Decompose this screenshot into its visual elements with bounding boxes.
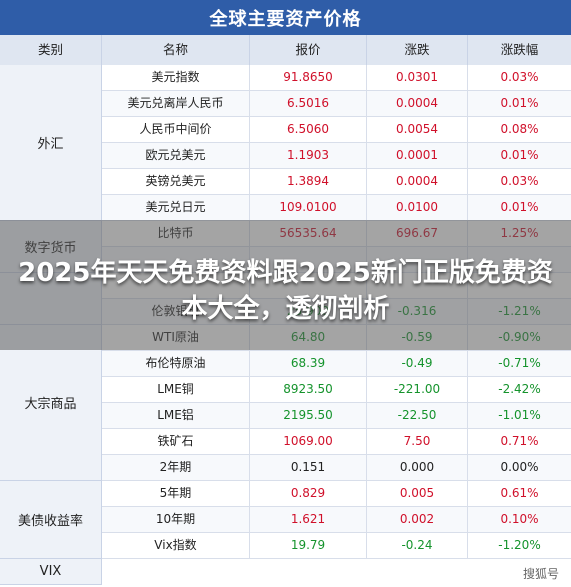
asset-change: -22.50 bbox=[367, 403, 468, 428]
asset-change-pct: -0.71% bbox=[498, 356, 541, 370]
asset-price: 0.151 bbox=[250, 455, 367, 480]
asset-change-pct: 0.03% bbox=[500, 174, 539, 188]
asset-change-pct: 0.10% bbox=[500, 512, 539, 526]
asset-change: 0.0001 bbox=[367, 143, 468, 168]
asset-name: 人民币中间价 bbox=[102, 117, 250, 142]
asset-price: 1.3894 bbox=[250, 169, 367, 194]
asset-price: 0.829 bbox=[250, 481, 367, 506]
table-row: 人民币中间价 6.5060 0.0054 0.08% bbox=[102, 117, 571, 143]
table-header: 类别 名称 报价 涨跌 涨跌幅 bbox=[0, 35, 571, 65]
asset-price: 8923.50 bbox=[250, 377, 367, 402]
asset-name: 2年期 bbox=[102, 455, 250, 480]
asset-change: 0.0004 bbox=[367, 91, 468, 116]
asset-change: 0.000 bbox=[367, 455, 468, 480]
category-cell: 外汇 bbox=[0, 65, 102, 221]
watermark: 搜狐号 bbox=[518, 564, 563, 583]
table-row: 欧元兑美元 1.1903 0.0001 0.01% bbox=[102, 143, 571, 169]
table-row: 布伦特原油 68.39 -0.49 -0.71% bbox=[102, 351, 571, 377]
table-row: 5年期 0.829 0.005 0.61% bbox=[102, 481, 571, 507]
asset-change: -0.24 bbox=[367, 533, 468, 558]
header-pct: 涨跌幅 bbox=[500, 42, 539, 57]
asset-change-pct: 0.61% bbox=[500, 486, 539, 500]
table-row: 10年期 1.621 0.002 0.10% bbox=[102, 507, 571, 533]
asset-name: 铁矿石 bbox=[102, 429, 250, 454]
asset-name: 布伦特原油 bbox=[102, 351, 250, 376]
asset-change: 0.0100 bbox=[367, 195, 468, 220]
asset-name: LME铝 bbox=[102, 403, 250, 428]
asset-change: 0.0054 bbox=[367, 117, 468, 142]
table-row: 美元兑离岸人民币 6.5016 0.0004 0.01% bbox=[102, 91, 571, 117]
asset-price: 1069.00 bbox=[250, 429, 367, 454]
asset-price: 19.79 bbox=[250, 533, 367, 558]
asset-price: 1.1903 bbox=[250, 143, 367, 168]
header-change: 涨跌 bbox=[367, 35, 468, 65]
asset-name: 美元兑离岸人民币 bbox=[102, 91, 250, 116]
asset-change: -0.49 bbox=[367, 351, 468, 376]
asset-change-pct: 0.01% bbox=[500, 148, 539, 162]
asset-price: 2195.50 bbox=[250, 403, 367, 428]
asset-name: 美元兑日元 bbox=[102, 195, 250, 220]
table-row: LME铜 8923.50 -221.00 -2.42% bbox=[102, 377, 571, 403]
table-row: Vix指数 19.79 -0.24 -1.20% bbox=[102, 533, 571, 559]
asset-change: 0.0301 bbox=[367, 65, 468, 90]
table-row: 2年期 0.151 0.000 0.00% bbox=[102, 455, 571, 481]
asset-change: 0.002 bbox=[367, 507, 468, 532]
asset-change-pct: -1.20% bbox=[498, 538, 541, 552]
header-price: 报价 bbox=[250, 35, 367, 65]
asset-price: 6.5016 bbox=[250, 91, 367, 116]
asset-name: 5年期 bbox=[102, 481, 250, 506]
asset-price: 91.8650 bbox=[250, 65, 367, 90]
asset-change: 0.0004 bbox=[367, 169, 468, 194]
headline-text: 2025年天天免费资料跟2025新门正版免费资本大全，透彻剖析 bbox=[18, 258, 553, 324]
table-title: 全球主要资产价格 bbox=[0, 0, 571, 35]
table-row: LME铝 2195.50 -22.50 -1.01% bbox=[102, 403, 571, 429]
asset-name: 美元指数 bbox=[102, 65, 250, 90]
header-category: 类别 bbox=[0, 35, 102, 65]
asset-change-pct: 0.01% bbox=[500, 96, 539, 110]
table-row: 英镑兑美元 1.3894 0.0004 0.03% bbox=[102, 169, 571, 195]
table-row: 铁矿石 1069.00 7.50 0.71% bbox=[102, 429, 571, 455]
category-cell: 美债收益率 bbox=[0, 481, 102, 559]
table-row: 美元兑日元 109.0100 0.0100 0.01% bbox=[102, 195, 571, 221]
asset-change-pct: 0.01% bbox=[500, 200, 539, 214]
asset-price: 1.621 bbox=[250, 507, 367, 532]
asset-price: 109.0100 bbox=[250, 195, 367, 220]
asset-name: 10年期 bbox=[102, 507, 250, 532]
category-cell: 大宗商品 bbox=[0, 325, 102, 481]
asset-change-pct: 0.00% bbox=[500, 460, 539, 474]
asset-name: 英镑兑美元 bbox=[102, 169, 250, 194]
asset-change-pct: -2.42% bbox=[498, 382, 541, 396]
asset-change-pct: 0.08% bbox=[500, 122, 539, 136]
table-row: 美元指数 91.8650 0.0301 0.03% bbox=[102, 65, 571, 91]
header-name: 名称 bbox=[102, 35, 250, 65]
asset-name: 欧元兑美元 bbox=[102, 143, 250, 168]
asset-name: LME铜 bbox=[102, 377, 250, 402]
asset-change: 7.50 bbox=[367, 429, 468, 454]
headline-overlay bbox=[0, 220, 571, 350]
asset-change-pct: 0.03% bbox=[500, 70, 539, 84]
asset-price: 6.5060 bbox=[250, 117, 367, 142]
asset-change: -221.00 bbox=[367, 377, 468, 402]
category-cell: VIX bbox=[0, 559, 102, 585]
asset-change: 0.005 bbox=[367, 481, 468, 506]
asset-name: Vix指数 bbox=[102, 533, 250, 558]
asset-price: 68.39 bbox=[250, 351, 367, 376]
asset-change-pct: -1.01% bbox=[498, 408, 541, 422]
asset-change-pct: 0.71% bbox=[500, 434, 539, 448]
